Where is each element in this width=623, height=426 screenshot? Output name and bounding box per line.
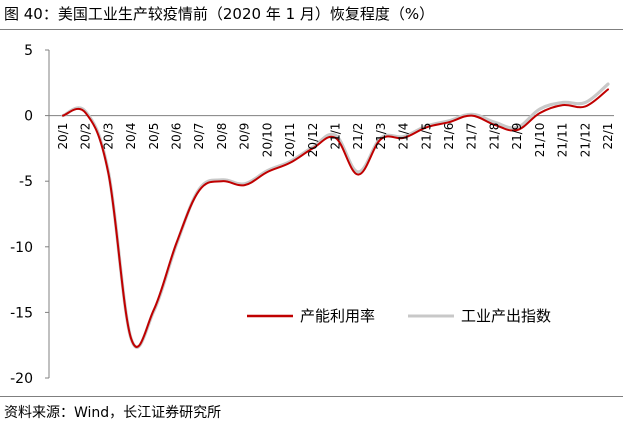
- series-line-capacity-utilization: [62, 88, 609, 348]
- axes: [45, 49, 614, 379]
- y-tick-label: -15: [10, 305, 33, 321]
- x-tick-label: 21/1: [329, 123, 343, 150]
- source-divider: [0, 396, 623, 397]
- y-tick-label: -10: [10, 240, 33, 256]
- x-tick-label: 20/5: [147, 123, 161, 150]
- legend-label: 工业产出指数: [461, 307, 551, 325]
- x-tick-label: 20/9: [238, 123, 252, 150]
- x-tick-label: 20/7: [192, 123, 206, 150]
- x-tick-label: 21/5: [419, 123, 433, 150]
- x-tick-label: 21/8: [487, 123, 501, 150]
- x-tick-label: 20/4: [124, 123, 138, 150]
- x-tick-label: 21/6: [442, 123, 456, 150]
- x-tick-label: 20/10: [260, 123, 274, 158]
- x-tick-label: 21/7: [465, 123, 479, 150]
- y-tick-label: 0: [24, 109, 33, 125]
- figure-title: 图 40：美国工业生产较疫情前（2020 年 1 月）恢复程度（%）: [4, 5, 435, 23]
- legend-label: 产能利用率: [300, 307, 375, 325]
- x-tick-label: 21/4: [397, 123, 411, 150]
- series-layer: [61, 82, 610, 349]
- title-divider: [0, 29, 623, 30]
- x-tick-label: 21/2: [351, 123, 365, 150]
- source-note: 资料来源：Wind，长江证券研究所: [4, 405, 222, 421]
- y-tick-label: -20: [10, 371, 33, 387]
- x-tick-label: 20/11: [283, 123, 297, 158]
- x-tick-label: 20/2: [79, 123, 93, 150]
- y-tick-label: 5: [24, 43, 33, 59]
- legend: 产能利用率 工业产出指数: [247, 307, 551, 325]
- x-tick-label: 20/6: [170, 123, 184, 150]
- x-tick-label: 21/9: [510, 123, 524, 150]
- y-tick-labels: 5 0 -5 -10 -15 -20: [10, 43, 33, 387]
- x-tick-label: 21/3: [374, 123, 388, 150]
- x-tick-label: 21/10: [533, 123, 547, 158]
- x-tick-label: 20/12: [306, 123, 320, 158]
- x-tick-label: 20/3: [101, 123, 115, 150]
- x-tick-label: 20/8: [215, 123, 229, 150]
- x-tick-label: 21/11: [556, 123, 570, 158]
- x-tick-labels: 20/1 20/2 20/3 20/4 20/5 20/6 20/7 20/8 20/9 20/1…: [56, 123, 615, 158]
- x-tick-label: 21/12: [578, 123, 592, 158]
- x-tick-label: 22/1: [601, 123, 615, 150]
- y-tick-label: -5: [19, 174, 33, 190]
- x-tick-label: 20/1: [56, 123, 70, 150]
